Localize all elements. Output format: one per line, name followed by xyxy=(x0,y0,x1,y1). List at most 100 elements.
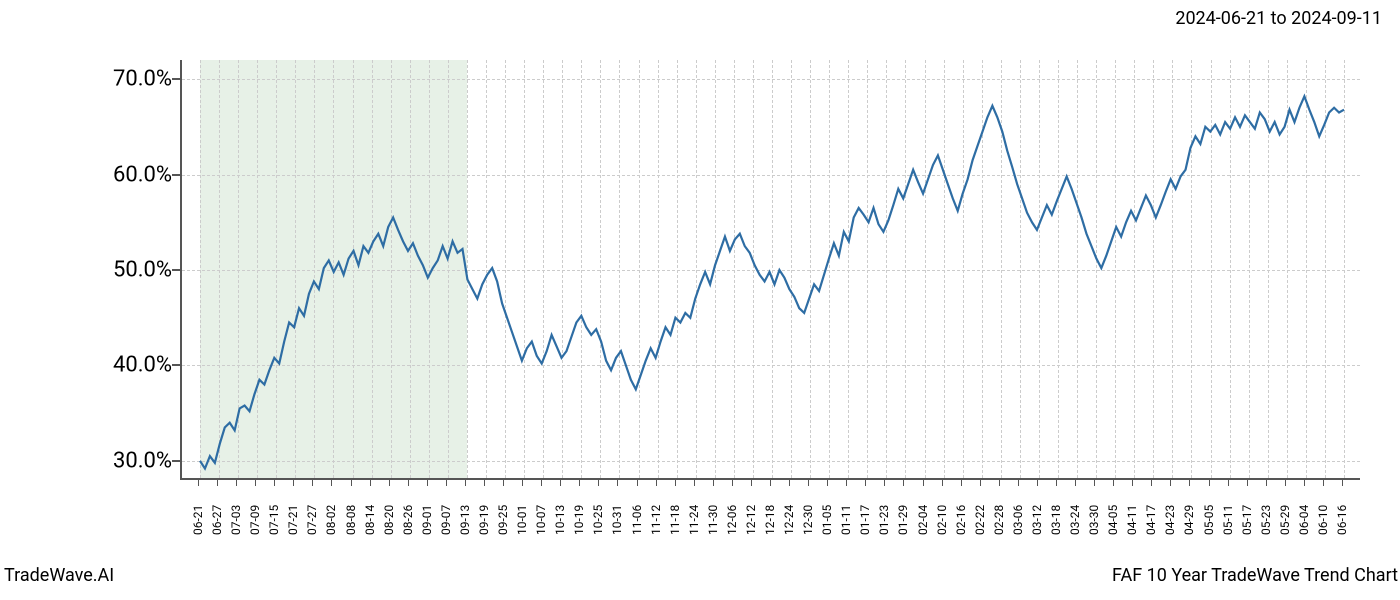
x-tick-mark xyxy=(484,480,485,486)
x-tick-label: 12-12 xyxy=(744,505,758,535)
x-tick-mark xyxy=(351,480,352,486)
x-tick-label: 11-18 xyxy=(668,505,682,535)
x-tick-label: 03-18 xyxy=(1049,505,1063,535)
x-tick-label: 06-16 xyxy=(1335,505,1349,535)
x-tick-mark xyxy=(522,480,523,486)
x-tick-label: 02-16 xyxy=(954,505,968,535)
line-chart-svg xyxy=(182,60,1362,480)
x-tick-mark xyxy=(1037,480,1038,486)
x-tick-label: 01-23 xyxy=(877,505,891,535)
x-tick-label: 01-29 xyxy=(896,505,910,535)
x-tick-mark xyxy=(1075,480,1076,486)
x-tick-mark xyxy=(1170,480,1171,486)
x-tick-mark xyxy=(1228,480,1229,486)
x-tick-label: 08-14 xyxy=(363,505,377,535)
x-tick-mark xyxy=(1056,480,1057,486)
x-tick-mark xyxy=(732,480,733,486)
x-tick-mark xyxy=(579,480,580,486)
x-tick-label: 03-30 xyxy=(1087,505,1101,535)
x-tick-mark xyxy=(713,480,714,486)
x-tick-mark xyxy=(1304,480,1305,486)
x-tick-label: 05-29 xyxy=(1278,505,1292,535)
x-tick-label: 10-13 xyxy=(553,505,567,535)
x-tick-label: 01-17 xyxy=(858,505,872,535)
x-tick-label: 11-06 xyxy=(630,505,644,535)
x-tick-label: 08-02 xyxy=(324,505,338,535)
x-tick-label: 12-24 xyxy=(782,505,796,535)
y-tick-label: 70.0% xyxy=(113,67,172,92)
x-tick-mark xyxy=(598,480,599,486)
x-tick-label: 11-30 xyxy=(706,505,720,535)
x-tick-mark xyxy=(312,480,313,486)
x-tick-mark xyxy=(827,480,828,486)
x-tick-mark xyxy=(1094,480,1095,486)
x-tick-label: 02-28 xyxy=(992,505,1006,535)
x-tick-mark xyxy=(637,480,638,486)
x-tick-label: 05-17 xyxy=(1240,505,1254,535)
x-tick-mark xyxy=(1342,480,1343,486)
x-tick-mark xyxy=(694,480,695,486)
x-tick-label: 06-21 xyxy=(191,505,205,535)
y-tick-mark xyxy=(172,269,180,271)
x-tick-label: 03-12 xyxy=(1030,505,1044,535)
x-tick-mark xyxy=(541,480,542,486)
x-tick-label: 01-05 xyxy=(820,505,834,535)
x-tick-label: 06-10 xyxy=(1316,505,1330,535)
x-tick-mark xyxy=(465,480,466,486)
x-tick-mark xyxy=(903,480,904,486)
x-tick-label: 09-07 xyxy=(439,505,453,535)
x-tick-mark xyxy=(331,480,332,486)
x-tick-mark xyxy=(293,480,294,486)
x-tick-mark xyxy=(865,480,866,486)
y-tick-mark xyxy=(172,174,180,176)
x-tick-mark xyxy=(1323,480,1324,486)
x-tick-mark xyxy=(617,480,618,486)
x-tick-mark xyxy=(675,480,676,486)
x-tick-label: 01-11 xyxy=(839,505,853,535)
x-tick-mark xyxy=(1285,480,1286,486)
x-tick-mark xyxy=(999,480,1000,486)
x-tick-label: 04-23 xyxy=(1163,505,1177,535)
x-tick-label: 07-27 xyxy=(305,505,319,535)
x-tick-mark xyxy=(1018,480,1019,486)
y-tick-mark xyxy=(172,364,180,366)
x-tick-mark xyxy=(1151,480,1152,486)
x-tick-label: 06-04 xyxy=(1297,505,1311,535)
x-tick-label: 07-21 xyxy=(286,505,300,535)
x-tick-label: 05-05 xyxy=(1202,505,1216,535)
chart-plot-area xyxy=(180,60,1360,480)
x-tick-mark xyxy=(942,480,943,486)
x-tick-mark xyxy=(1247,480,1248,486)
x-tick-mark xyxy=(884,480,885,486)
x-tick-mark xyxy=(770,480,771,486)
x-tick-label: 04-11 xyxy=(1125,505,1139,535)
x-tick-label: 07-09 xyxy=(248,505,262,535)
x-tick-label: 10-07 xyxy=(534,505,548,535)
x-tick-label: 02-10 xyxy=(935,505,949,535)
x-tick-label: 07-03 xyxy=(229,505,243,535)
x-tick-mark xyxy=(370,480,371,486)
x-tick-mark xyxy=(217,480,218,486)
x-tick-mark xyxy=(923,480,924,486)
x-tick-mark xyxy=(789,480,790,486)
x-tick-mark xyxy=(1189,480,1190,486)
x-tick-mark xyxy=(846,480,847,486)
x-tick-label: 10-01 xyxy=(515,505,529,535)
x-tick-label: 12-06 xyxy=(725,505,739,535)
x-tick-mark xyxy=(808,480,809,486)
x-tick-label: 09-25 xyxy=(496,505,510,535)
x-tick-label: 04-17 xyxy=(1144,505,1158,535)
x-tick-mark xyxy=(274,480,275,486)
x-tick-label: 06-27 xyxy=(210,505,224,535)
x-tick-label: 10-19 xyxy=(572,505,586,535)
x-tick-mark xyxy=(1113,480,1114,486)
y-tick-mark xyxy=(172,460,180,462)
y-tick-label: 60.0% xyxy=(113,162,172,187)
x-tick-mark xyxy=(961,480,962,486)
x-tick-label: 10-25 xyxy=(591,505,605,535)
x-tick-mark xyxy=(1209,480,1210,486)
trend-line xyxy=(200,96,1344,468)
x-tick-mark xyxy=(236,480,237,486)
x-tick-label: 04-05 xyxy=(1106,505,1120,535)
x-tick-mark xyxy=(503,480,504,486)
